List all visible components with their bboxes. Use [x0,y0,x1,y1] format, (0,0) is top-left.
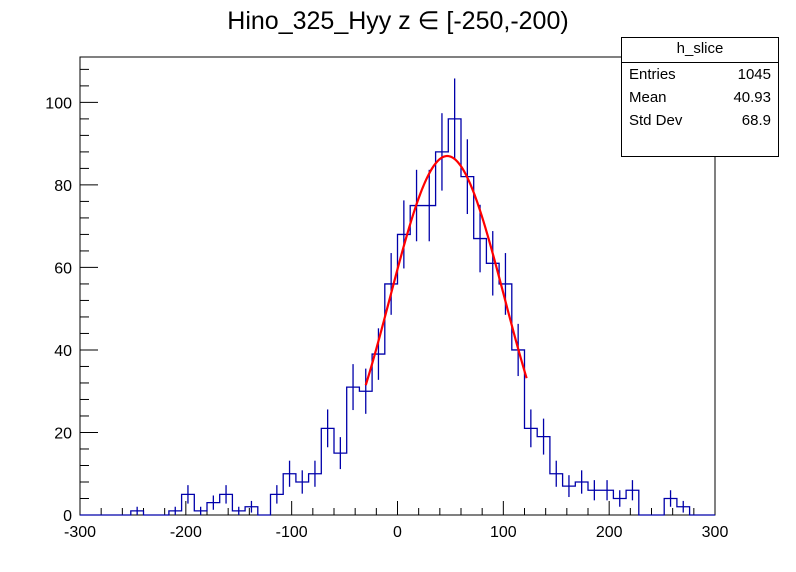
x-tick-label: 200 [596,524,623,541]
x-tick-label: 0 [393,524,402,541]
stats-value: 68.9 [741,112,771,129]
y-tick-label: 40 [54,343,72,360]
x-tick-label: -200 [170,524,202,541]
stats-row-mean: Mean 40.93 [622,86,778,109]
gaussian-fit-curve [364,154,528,386]
stats-box: h_slice Entries 1045 Mean 40.93 Std Dev 68.… [621,37,779,157]
y-tick-label: 100 [45,95,72,112]
y-tick-label: 60 [54,260,72,277]
histogram-outline [80,118,715,516]
stats-label: Std Dev [629,112,683,129]
y-tick-label: 0 [63,508,72,525]
x-tick-label: -300 [64,524,96,541]
stats-value: 1045 [737,66,771,83]
plot-frame [79,56,716,516]
stats-label: Mean [629,89,667,106]
x-tick-label: -100 [276,524,308,541]
stats-row-stddev: Std Dev 68.9 [622,109,778,132]
x-tick-label: 100 [490,524,517,541]
x-tick-label: 300 [702,524,729,541]
chart-title: Hino_325_Hyy z ∈ [-250,-200) [227,7,569,35]
stats-row-entries: Entries 1045 [622,63,778,86]
y-tick-label: 20 [54,425,72,442]
stats-label: Entries [629,66,676,83]
stats-title: h_slice [622,38,778,63]
stats-value: 40.93 [733,89,771,106]
y-tick-label: 80 [54,178,72,195]
